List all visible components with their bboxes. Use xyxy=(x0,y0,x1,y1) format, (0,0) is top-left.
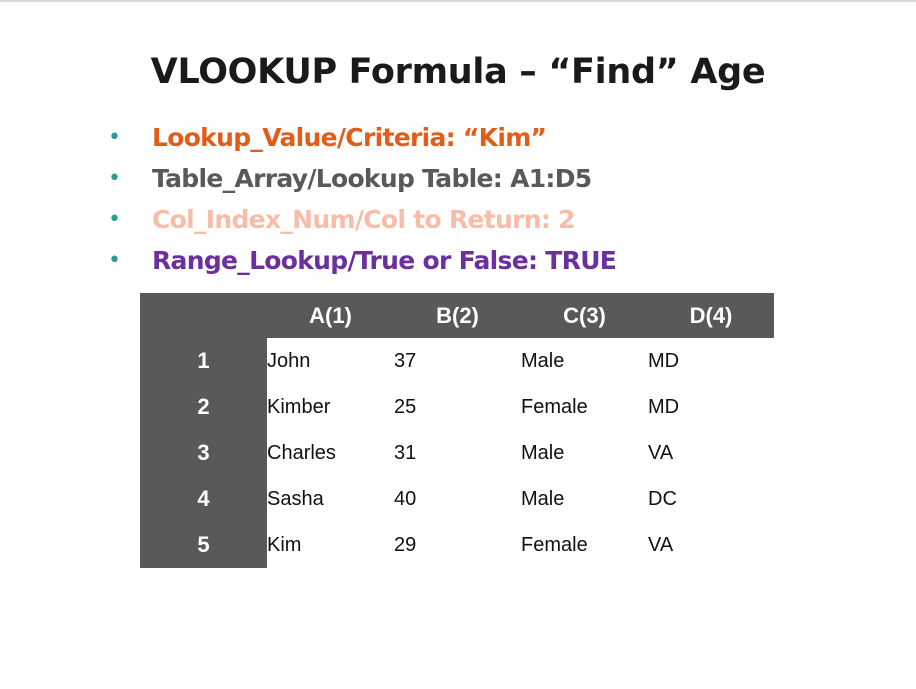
lookup-table: A(1) B(2) C(3) D(4) 1 John 37 Male MD 2 … xyxy=(140,293,774,568)
top-divider xyxy=(0,0,916,2)
table-cell: VA xyxy=(648,430,774,476)
bullet-dot-icon: • xyxy=(108,125,121,150)
table-cell: MD xyxy=(648,384,774,430)
table-cell: Male xyxy=(521,338,648,384)
column-header: C(3) xyxy=(521,293,648,338)
table-cell: 37 xyxy=(394,338,521,384)
table-cell: Female xyxy=(521,522,648,568)
table-cell: Female xyxy=(521,384,648,430)
table-cell: Kimber xyxy=(267,384,394,430)
column-header: A(1) xyxy=(267,293,394,338)
table-cell: Male xyxy=(521,430,648,476)
row-header: 2 xyxy=(140,384,267,430)
column-header: D(4) xyxy=(648,293,774,338)
bullet-dot-icon: • xyxy=(108,166,121,191)
table-row: 4 Sasha 40 Male DC xyxy=(140,476,774,522)
table-row: 2 Kimber 25 Female MD xyxy=(140,384,774,430)
table-cell: MD xyxy=(648,338,774,384)
row-header: 3 xyxy=(140,430,267,476)
table-row: 5 Kim 29 Female VA xyxy=(140,522,774,568)
table-corner-cell xyxy=(140,293,267,338)
table-cell: Male xyxy=(521,476,648,522)
table-cell: VA xyxy=(648,522,774,568)
table-header-row: A(1) B(2) C(3) D(4) xyxy=(140,293,774,338)
table-cell: John xyxy=(267,338,394,384)
bullet-text-table-array: Table_Array/Lookup Table: A1:D5 xyxy=(152,164,592,193)
slide-title: VLOOKUP Formula – “Find” Age xyxy=(150,52,766,92)
row-header: 5 xyxy=(140,522,267,568)
table-cell: DC xyxy=(648,476,774,522)
bullet-text-range-lookup: Range_Lookup/True or False: TRUE xyxy=(152,246,617,275)
bullet-text-lookup-value: Lookup_Value/Criteria: “Kim” xyxy=(152,123,547,152)
table-cell: 31 xyxy=(394,430,521,476)
row-header: 1 xyxy=(140,338,267,384)
table-row: 3 Charles 31 Male VA xyxy=(140,430,774,476)
row-header: 4 xyxy=(140,476,267,522)
table-cell: 25 xyxy=(394,384,521,430)
table-cell: 40 xyxy=(394,476,521,522)
bullet-text-col-index: Col_Index_Num/Col to Return: 2 xyxy=(152,205,576,234)
table-cell: Kim xyxy=(267,522,394,568)
table-cell: Sasha xyxy=(267,476,394,522)
table-row: 1 John 37 Male MD xyxy=(140,338,774,384)
table-cell: 29 xyxy=(394,522,521,568)
bullet-dot-icon: • xyxy=(108,207,121,232)
column-header: B(2) xyxy=(394,293,521,338)
bullet-dot-icon: • xyxy=(108,248,121,273)
table-cell: Charles xyxy=(267,430,394,476)
